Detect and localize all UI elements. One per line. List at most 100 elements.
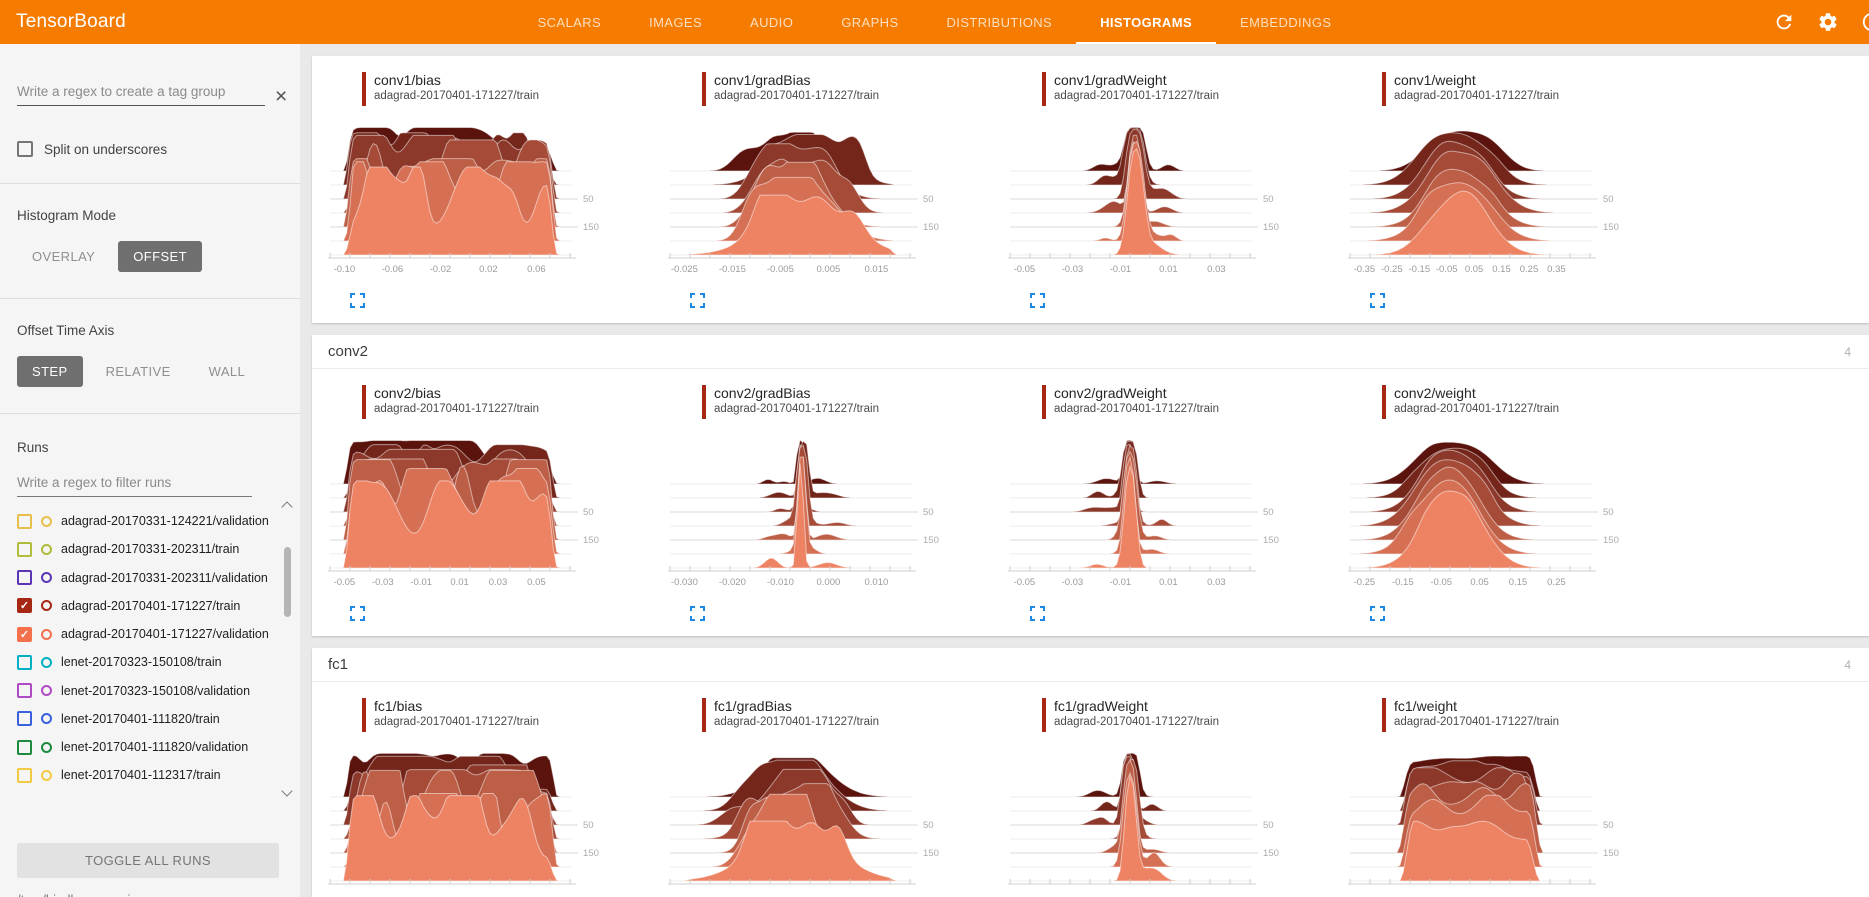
run-item[interactable]: ✓ adagrad-20170401-171227/validation [17, 620, 279, 648]
svg-text:0.005: 0.005 [817, 264, 841, 275]
svg-text:50: 50 [923, 507, 934, 518]
tab-images[interactable]: IMAGES [649, 14, 703, 30]
run-item[interactable]: adagrad-20170331-124221/validation [17, 507, 279, 535]
tab-audio[interactable]: AUDIO [750, 14, 794, 30]
svg-text:50: 50 [923, 820, 934, 831]
settings-icon[interactable] [1817, 11, 1839, 33]
expand-icon[interactable] [350, 606, 366, 622]
histogram-mode-overlay-button[interactable]: OVERLAY [17, 241, 110, 272]
histogram-plot[interactable]: 50 150 -0.025 -0.015 -0.005 0.005 0.015 [666, 118, 992, 289]
scrollbar-thumb[interactable] [283, 547, 291, 617]
run-color-circle[interactable] [41, 769, 52, 781]
histogram-plot[interactable]: 50 150 [666, 744, 992, 897]
run-color-circle[interactable] [41, 600, 52, 612]
run-item[interactable]: lenet-20170323-150108/validation [17, 677, 279, 705]
svg-text:-0.05: -0.05 [334, 577, 356, 588]
run-color-circle[interactable] [41, 741, 52, 753]
run-checkbox[interactable] [17, 541, 32, 557]
split-underscores-label: Split on underscores [44, 141, 168, 157]
run-color-circle[interactable] [41, 543, 52, 555]
histogram-card: conv2/weight adagrad-20170401-171227/trai… [1332, 369, 1672, 622]
run-color-circle[interactable] [41, 515, 52, 527]
svg-text:0.05: 0.05 [1470, 577, 1489, 588]
run-item[interactable]: adagrad-20170331-202311/train [17, 535, 279, 563]
run-item[interactable]: lenet-20170401-111820/validation [17, 733, 279, 761]
tag-filter-input[interactable] [17, 79, 265, 106]
run-checkbox-checked[interactable]: ✓ [17, 598, 32, 614]
svg-text:50: 50 [1603, 820, 1614, 831]
histogram-plot[interactable]: 50 150 -0.05 -0.03 -0.01 0.01 0.03 [1006, 431, 1332, 602]
histogram-card: conv2/bias adagrad-20170401-171227/train 5… [312, 369, 652, 622]
divider [0, 298, 300, 299]
histogram-plot[interactable]: 50 150 -0.10 -0.06 -0.02 0.02 0.06 [326, 118, 652, 289]
histogram-plot[interactable]: 50 150 -0.05 -0.03 -0.01 0.01 0.03 [1006, 118, 1332, 289]
histogram-plot[interactable]: 50 150 -0.35 -0.25 -0.15 -0.05 0.05 0.15 0.25 0.3… [1346, 118, 1672, 289]
histogram-plot[interactable]: 50 150 -0.05 -0.03 -0.01 0.01 0.03 0.05 [326, 431, 652, 602]
expand-icon[interactable] [1030, 293, 1046, 309]
run-color-circle[interactable] [41, 685, 52, 697]
run-name: adagrad-20170331-202311/train [61, 542, 240, 557]
tab-embeddings[interactable]: EMBEDDINGS [1240, 14, 1332, 30]
run-color-circle[interactable] [41, 628, 52, 640]
svg-text:150: 150 [1603, 535, 1619, 546]
section-header-fc1[interactable]: fc1 4 [312, 648, 1869, 682]
histogram-plot[interactable]: 50 150 [1006, 744, 1332, 897]
svg-text:50: 50 [923, 194, 934, 205]
tab-graphs[interactable]: GRAPHS [841, 14, 899, 30]
offset-time-axis-wall-button[interactable]: WALL [194, 356, 261, 387]
run-checkbox[interactable] [17, 654, 32, 670]
run-item[interactable]: lenet-20170323-150108/train [17, 648, 279, 676]
run-checkbox[interactable] [17, 683, 32, 699]
run-checkbox[interactable] [17, 739, 32, 755]
expand-icon[interactable] [690, 293, 706, 309]
run-item[interactable]: lenet-20170401-111820/train [17, 705, 279, 733]
histogram-plot[interactable]: 50 150 [326, 744, 652, 897]
svg-text:0.15: 0.15 [1492, 264, 1511, 275]
category-section-conv2: conv2 4 conv2/bias adagrad-20170401-171227/… [312, 335, 1869, 636]
run-checkbox[interactable] [17, 767, 32, 783]
svg-text:-0.10: -0.10 [334, 264, 356, 275]
run-checkbox[interactable] [17, 711, 32, 727]
svg-text:50: 50 [1263, 507, 1274, 518]
run-item[interactable]: lenet-20170401-112317/train [17, 761, 279, 789]
section-header-conv2[interactable]: conv2 4 [312, 335, 1869, 369]
run-name: lenet-20170323-150108/validation [61, 683, 251, 698]
app-title: TensorBoard [16, 11, 126, 32]
run-checkbox-checked[interactable]: ✓ [17, 626, 32, 642]
run-item[interactable]: ✓ adagrad-20170401-171227/train [17, 592, 279, 620]
run-color-circle[interactable] [41, 713, 52, 725]
expand-icon[interactable] [1030, 606, 1046, 622]
histogram-plot[interactable]: 50 150 [1346, 744, 1672, 897]
run-checkbox[interactable] [17, 570, 32, 586]
svg-text:0.03: 0.03 [1207, 264, 1226, 275]
runs-filter-input[interactable] [17, 471, 252, 497]
expand-icon[interactable] [350, 293, 366, 309]
run-color-circle[interactable] [41, 572, 52, 584]
scroll-up-icon[interactable] [281, 499, 293, 511]
chart-run-name: adagrad-20170401-171227/train [374, 403, 539, 415]
split-on-underscores-row[interactable]: Split on underscores [17, 141, 300, 157]
offset-time-axis-relative-button[interactable]: RELATIVE [91, 356, 186, 387]
histogram-plot[interactable]: 50 150 -0.25 -0.15 -0.05 0.05 0.15 0.25 [1346, 431, 1672, 602]
tab-distributions[interactable]: DISTRIBUTIONS [946, 14, 1053, 30]
card-header: conv1/gradWeight adagrad-20170401-171227/… [1042, 72, 1332, 106]
histogram-plot[interactable]: 50 150 -0.030 -0.020 -0.010 0.000 0.010 [666, 431, 992, 602]
scroll-down-icon[interactable] [281, 787, 293, 799]
tab-scalars[interactable]: SCALARS [537, 14, 602, 30]
refresh-icon[interactable] [1773, 11, 1795, 33]
close-icon[interactable]: × [275, 85, 288, 108]
histogram-mode-offset-button[interactable]: OFFSET [118, 241, 202, 272]
offset-time-axis-step-button[interactable]: STEP [17, 356, 83, 387]
svg-text:0.25: 0.25 [1547, 577, 1566, 588]
tab-histograms[interactable]: HISTOGRAMS [1076, 0, 1216, 44]
expand-icon[interactable] [1370, 293, 1386, 309]
expand-icon[interactable] [690, 606, 706, 622]
toggle-all-runs-button[interactable]: TOGGLE ALL RUNS [17, 843, 279, 878]
run-color-circle[interactable] [41, 656, 52, 668]
run-item[interactable]: adagrad-20170331-202311/validation [17, 564, 279, 592]
help-icon[interactable]: ? [1861, 11, 1869, 33]
run-checkbox[interactable] [17, 513, 32, 529]
expand-icon[interactable] [1370, 606, 1386, 622]
split-underscores-checkbox[interactable] [17, 141, 33, 157]
runs-scrollbar[interactable] [280, 499, 294, 869]
